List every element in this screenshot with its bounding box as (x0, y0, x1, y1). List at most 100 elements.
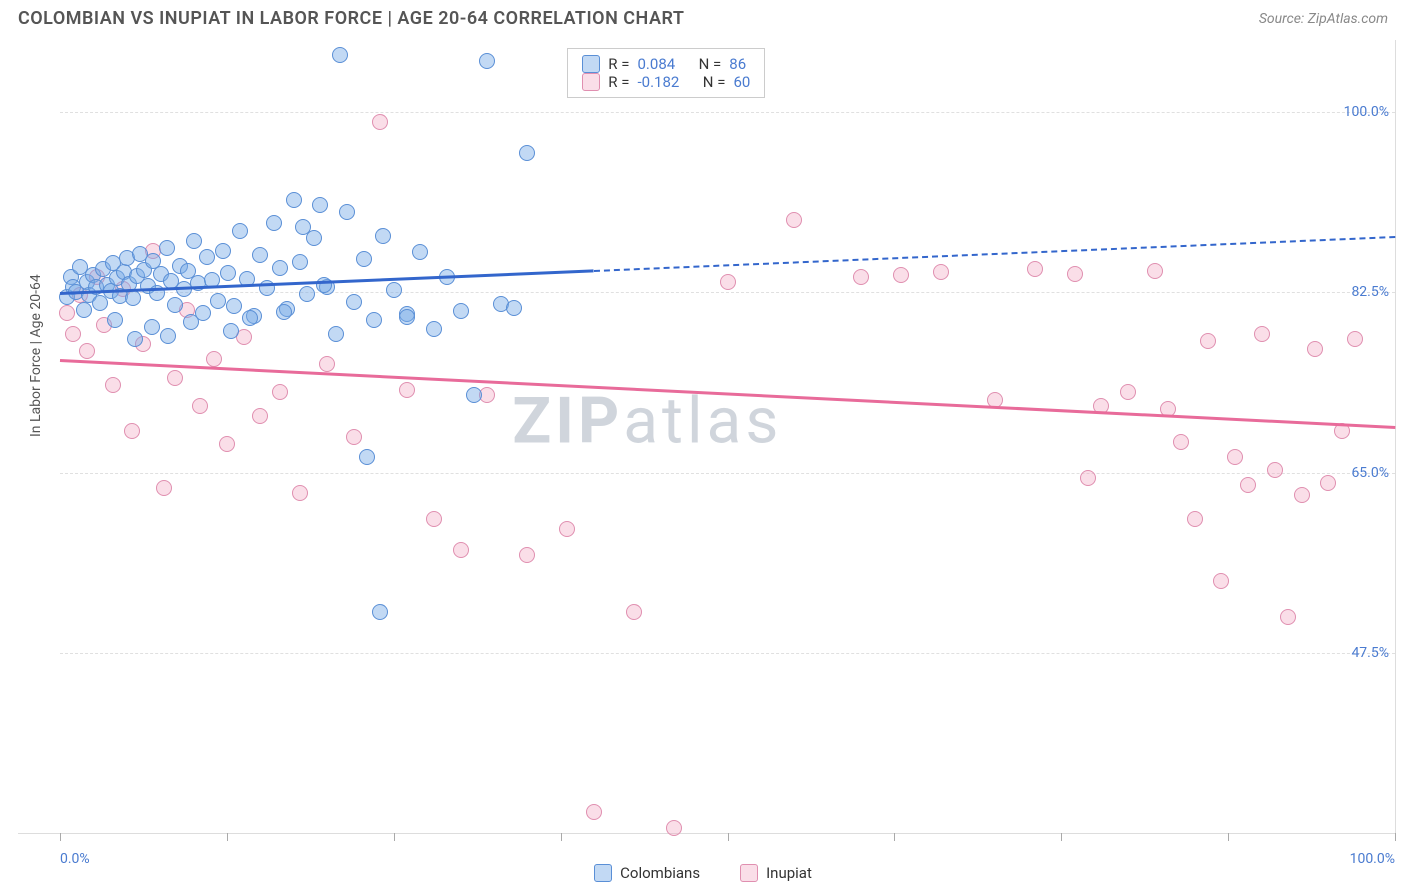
point-inupiat (372, 114, 388, 130)
point-inupiat (192, 398, 208, 414)
gridline (60, 653, 1395, 654)
point-colombian (160, 328, 176, 344)
x-tick (894, 833, 895, 841)
legend-swatch-blue (594, 864, 612, 882)
point-colombian (375, 228, 391, 244)
n-value: 60 (733, 73, 750, 91)
point-inupiat (252, 408, 268, 424)
x-tick (1061, 833, 1062, 841)
point-colombian (242, 310, 258, 326)
y-tick-label: 47.5% (1351, 645, 1389, 661)
legend-row: R = 0.084 N = 86 (582, 55, 750, 73)
x-tick (60, 833, 61, 841)
legend-row: R = -0.182 N = 60 (582, 73, 750, 91)
x-tick (227, 833, 228, 841)
legend-label: Inupiat (766, 864, 812, 882)
x-tick (394, 833, 395, 841)
x-tick (1228, 833, 1229, 841)
legend-label: Colombians (620, 864, 700, 882)
watermark-bold: ZIP (512, 383, 623, 458)
point-inupiat (720, 274, 736, 290)
point-colombian (144, 319, 160, 335)
point-colombian (220, 265, 236, 281)
point-colombian (312, 197, 328, 213)
point-inupiat (1347, 331, 1363, 347)
point-inupiat (933, 264, 949, 280)
point-inupiat (1120, 384, 1136, 400)
point-inupiat (124, 423, 140, 439)
point-colombian (356, 251, 372, 267)
point-colombian (328, 326, 344, 342)
point-inupiat (1307, 341, 1323, 357)
n-value: 86 (729, 55, 746, 73)
point-inupiat (853, 269, 869, 285)
point-colombian (299, 286, 315, 302)
point-inupiat (586, 804, 602, 820)
point-colombian (210, 293, 226, 309)
y-tick-label: 82.5% (1351, 284, 1389, 300)
correlation-legend: R = 0.084 N = 86 R = -0.182 N = 60 (567, 48, 765, 98)
r-label: R = (608, 55, 629, 73)
point-colombian (359, 449, 375, 465)
r-label: R = (608, 73, 629, 91)
point-inupiat (206, 351, 222, 367)
bottom-legend: Colombians Inupiat (0, 864, 1406, 882)
point-inupiat (1080, 470, 1096, 486)
point-inupiat (292, 485, 308, 501)
point-inupiat (1294, 487, 1310, 503)
y-tick-label: 100.0% (1344, 104, 1389, 120)
point-inupiat (1027, 261, 1043, 277)
n-label: N = (699, 55, 722, 73)
legend-swatch-pink (582, 73, 600, 91)
point-inupiat (1254, 326, 1270, 342)
gridline (60, 112, 1395, 113)
point-inupiat (1067, 266, 1083, 282)
r-value: 0.084 (638, 55, 676, 73)
point-colombian (272, 260, 288, 276)
point-inupiat (559, 521, 575, 537)
point-colombian (453, 303, 469, 319)
point-colombian (159, 240, 175, 256)
point-inupiat (1280, 609, 1296, 625)
gridline (60, 473, 1395, 474)
n-label: N = (703, 73, 726, 91)
point-inupiat (519, 547, 535, 563)
chart-title: COLOMBIAN VS INUPIAT IN LABOR FORCE | AG… (18, 8, 684, 29)
x-tick (728, 833, 729, 841)
point-inupiat (1267, 462, 1283, 478)
point-inupiat (219, 436, 235, 452)
point-inupiat (1240, 477, 1256, 493)
point-inupiat (1213, 573, 1229, 589)
point-colombian (183, 314, 199, 330)
point-colombian (215, 243, 231, 259)
point-colombian (332, 47, 348, 63)
point-colombian (479, 53, 495, 69)
point-colombian (252, 247, 268, 263)
point-colombian (386, 282, 402, 298)
point-colombian (366, 312, 382, 328)
point-colombian (426, 321, 442, 337)
point-colombian (125, 290, 141, 306)
point-inupiat (1147, 263, 1163, 279)
point-inupiat (453, 542, 469, 558)
legend-item-inupiat: Inupiat (740, 864, 812, 882)
point-inupiat (167, 370, 183, 386)
r-value: -0.182 (638, 73, 680, 91)
legend-swatch-blue (582, 55, 600, 73)
point-inupiat (426, 511, 442, 527)
point-colombian (266, 215, 282, 231)
point-colombian (199, 249, 215, 265)
point-colombian (127, 331, 143, 347)
plot-area: ZIPatlas 47.5%65.0%82.5%100.0%0.0%100.0%… (60, 40, 1395, 833)
point-colombian (519, 145, 535, 161)
point-inupiat (65, 326, 81, 342)
legend-swatch-pink (740, 864, 758, 882)
trendline-colombian (594, 236, 1395, 272)
point-colombian (232, 223, 248, 239)
x-tick (1395, 833, 1396, 841)
point-colombian (372, 604, 388, 620)
point-inupiat (786, 212, 802, 228)
point-inupiat (105, 377, 121, 393)
point-colombian (186, 233, 202, 249)
point-inupiat (666, 820, 682, 836)
